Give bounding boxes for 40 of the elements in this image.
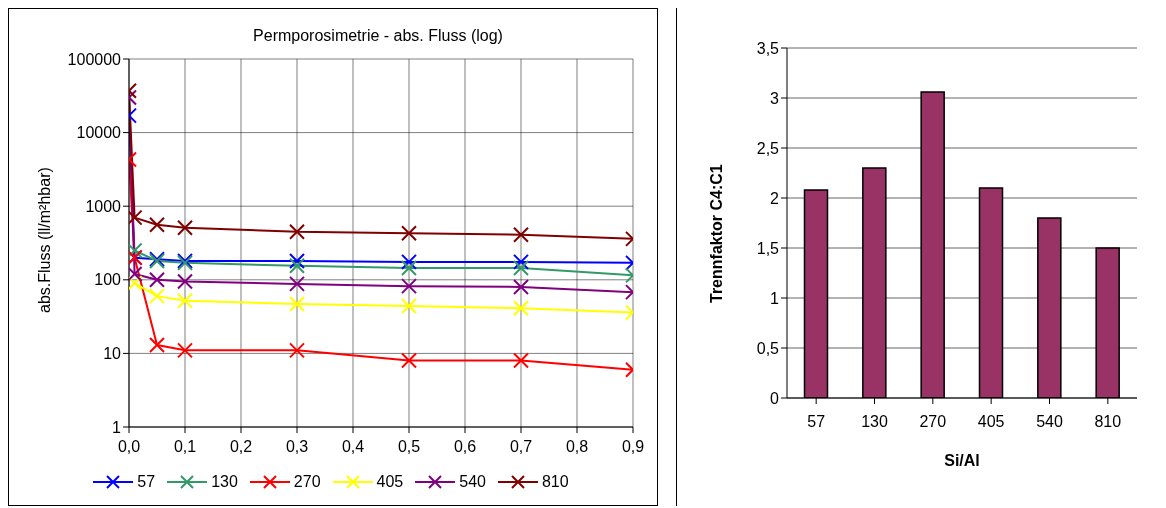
y-tick-label: 100 <box>94 271 122 289</box>
x-tick-label: 0,1 <box>173 438 197 456</box>
x-tick-label: 0,2 <box>229 438 253 456</box>
y-tick-label: 100000 <box>67 50 122 68</box>
x-tick-label: 130 <box>861 413 888 431</box>
x-tick-label: 540 <box>1036 413 1063 431</box>
x-tick-label: 0,0 <box>117 438 141 456</box>
y-tick-label: 1000 <box>85 197 122 215</box>
y-tick-label: 1,5 <box>756 239 780 257</box>
y-tick-label: 2,5 <box>756 139 780 157</box>
legend-label: 57 <box>136 473 156 491</box>
x-tick-label: 0,6 <box>453 438 477 456</box>
x-tick-label: 0,4 <box>341 438 365 456</box>
x-tick-label: 0,5 <box>397 438 421 456</box>
x-tick-label: 0,3 <box>285 438 309 456</box>
y-tick-label: 1 <box>770 289 780 307</box>
x-tick-label: 405 <box>977 413 1005 431</box>
y-tick-label: 10 <box>103 345 122 363</box>
legend-label: 540 <box>458 473 486 491</box>
y-tick-label: 3,5 <box>756 39 780 57</box>
chart-title: Permporosimetrie - abs. Fluss (log) <box>252 27 504 45</box>
x-tick-label: 0,9 <box>621 438 645 456</box>
legend-label: 130 <box>210 473 238 491</box>
legend-label: 405 <box>375 473 404 491</box>
x-tick-label: 810 <box>1094 413 1122 431</box>
y-axis-title: Trennfaktor C4:C1 <box>707 164 725 303</box>
x-tick-label: 57 <box>807 413 826 431</box>
y-tick-label: 1 <box>112 418 122 436</box>
legend-label: 270 <box>292 473 321 491</box>
x-tick-label: 270 <box>919 413 947 431</box>
x-tick-label: 0,8 <box>565 438 589 456</box>
x-tick-label: 0,7 <box>509 438 533 456</box>
y-tick-label: 2 <box>770 189 780 207</box>
y-axis-title: abs.Fluss (ll/m²hbar) <box>35 167 53 313</box>
x-axis-title: Si/Al <box>944 452 980 469</box>
y-tick-label: 10000 <box>76 124 122 142</box>
y-tick-label: 0,5 <box>756 339 780 357</box>
y-tick-label: 0 <box>770 389 780 407</box>
y-tick-label: 3 <box>770 89 780 107</box>
legend-label: 810 <box>540 473 569 491</box>
